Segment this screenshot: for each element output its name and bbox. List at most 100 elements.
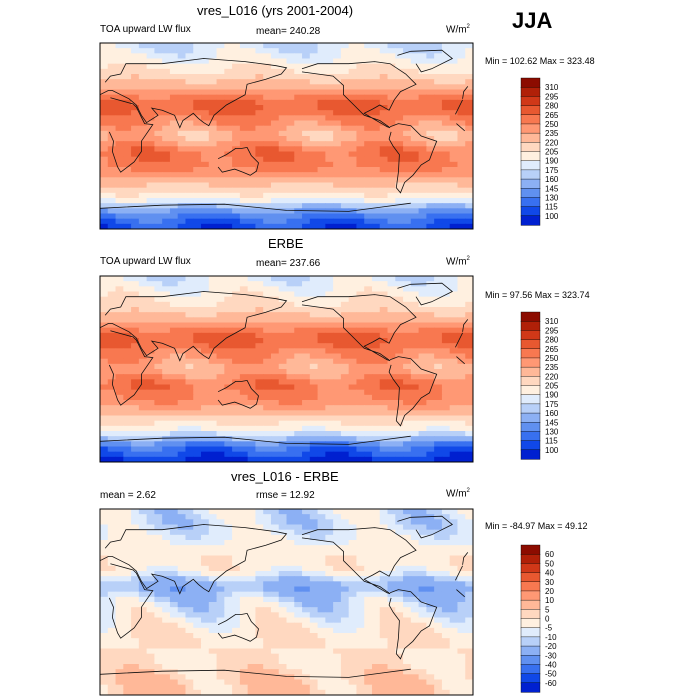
- map-cell: [154, 327, 163, 334]
- map-cell: [185, 363, 194, 370]
- colorbar-tick-label: 100: [545, 446, 559, 455]
- map-cell: [107, 68, 117, 75]
- map-cell: [162, 353, 171, 360]
- map-cell: [418, 451, 427, 458]
- map-cell: [100, 223, 109, 229]
- map-cell: [395, 182, 404, 189]
- map-cell: [138, 519, 148, 526]
- map-cell: [263, 89, 272, 96]
- map-cell: [239, 560, 249, 567]
- map-cell: [309, 534, 319, 541]
- map-cell: [146, 358, 155, 365]
- map-cell: [216, 638, 225, 644]
- map-cell: [177, 63, 187, 70]
- map-cell: [100, 591, 109, 598]
- map-cell: [247, 384, 257, 391]
- map-cell: [255, 151, 264, 158]
- map-cell: [434, 136, 443, 142]
- map-cell: [348, 276, 358, 282]
- map-cell: [302, 643, 311, 650]
- map-cell: [302, 68, 311, 75]
- map-cell: [131, 534, 140, 541]
- map-cell: [309, 653, 319, 660]
- map-cell: [309, 369, 319, 375]
- map-cell: [371, 348, 381, 355]
- map-cell: [169, 198, 179, 204]
- map-cell: [154, 369, 163, 375]
- map-cell: [177, 617, 187, 624]
- map-cell: [371, 161, 381, 168]
- map-cell: [100, 192, 109, 199]
- map-cell: [356, 602, 365, 608]
- map-cell: [185, 208, 194, 215]
- map-cell: [348, 58, 358, 65]
- map-cell: [317, 84, 326, 91]
- map-cell: [286, 389, 295, 396]
- map-cell: [100, 348, 109, 355]
- map-cell: [309, 596, 319, 603]
- map-cell: [270, 363, 280, 370]
- map-cell: [263, 74, 272, 80]
- map-cell: [449, 363, 459, 370]
- map-cell: [107, 203, 117, 209]
- map-cell: [325, 643, 334, 650]
- map-cell: [403, 301, 412, 308]
- map-cell: [317, 509, 326, 515]
- map-cell: [309, 415, 319, 422]
- map-cell: [107, 648, 117, 655]
- map-cell: [465, 48, 473, 54]
- map-cell: [131, 648, 140, 655]
- map-cell: [185, 48, 194, 54]
- map-cell: [208, 415, 218, 422]
- map-cell: [302, 540, 311, 546]
- colorbar-tick-label: 250: [545, 354, 559, 363]
- map-cell: [317, 389, 326, 396]
- map-cell: [115, 534, 124, 541]
- map-cell: [457, 296, 466, 303]
- map-cell: [154, 332, 163, 339]
- map-cell: [426, 545, 435, 551]
- map-cell: [255, 369, 264, 375]
- map-cell: [325, 555, 334, 562]
- map-cell: [193, 115, 202, 122]
- map-cell: [379, 208, 389, 215]
- map-cell: [457, 586, 466, 593]
- map-cell: [185, 89, 194, 96]
- map-cell: [255, 307, 264, 313]
- map-cell: [169, 389, 179, 396]
- map-cell: [154, 151, 163, 158]
- map-cell: [154, 353, 163, 360]
- map-cell: [247, 519, 257, 526]
- map-cell: [247, 451, 257, 458]
- map-cell: [216, 48, 225, 54]
- map-cell: [309, 555, 319, 562]
- map-cell: [302, 307, 311, 313]
- map-cell: [169, 353, 179, 360]
- map-cell: [333, 276, 342, 282]
- map-cell: [255, 602, 264, 608]
- map-cell: [123, 141, 132, 147]
- map-cell: [333, 405, 342, 411]
- map-cell: [325, 384, 334, 391]
- map-cell: [208, 317, 218, 324]
- map-cell: [146, 369, 155, 375]
- map-cell: [317, 343, 326, 349]
- map-cell: [465, 358, 473, 365]
- map-cell: [418, 317, 427, 324]
- map-cell: [270, 576, 280, 582]
- map-cell: [418, 369, 427, 375]
- map-cell: [348, 384, 358, 391]
- map-cell: [232, 281, 241, 287]
- map-cell: [239, 379, 249, 386]
- map-cell: [138, 74, 148, 80]
- map-cell: [224, 130, 233, 137]
- map-cell: [302, 291, 311, 298]
- map-cell: [441, 48, 451, 54]
- map-cell: [317, 125, 326, 132]
- map-cell: [410, 141, 420, 147]
- map-cell: [309, 291, 319, 298]
- map-cell: [100, 307, 109, 313]
- map-cell: [379, 415, 389, 422]
- map-cell: [247, 130, 257, 137]
- map-cell: [333, 89, 342, 96]
